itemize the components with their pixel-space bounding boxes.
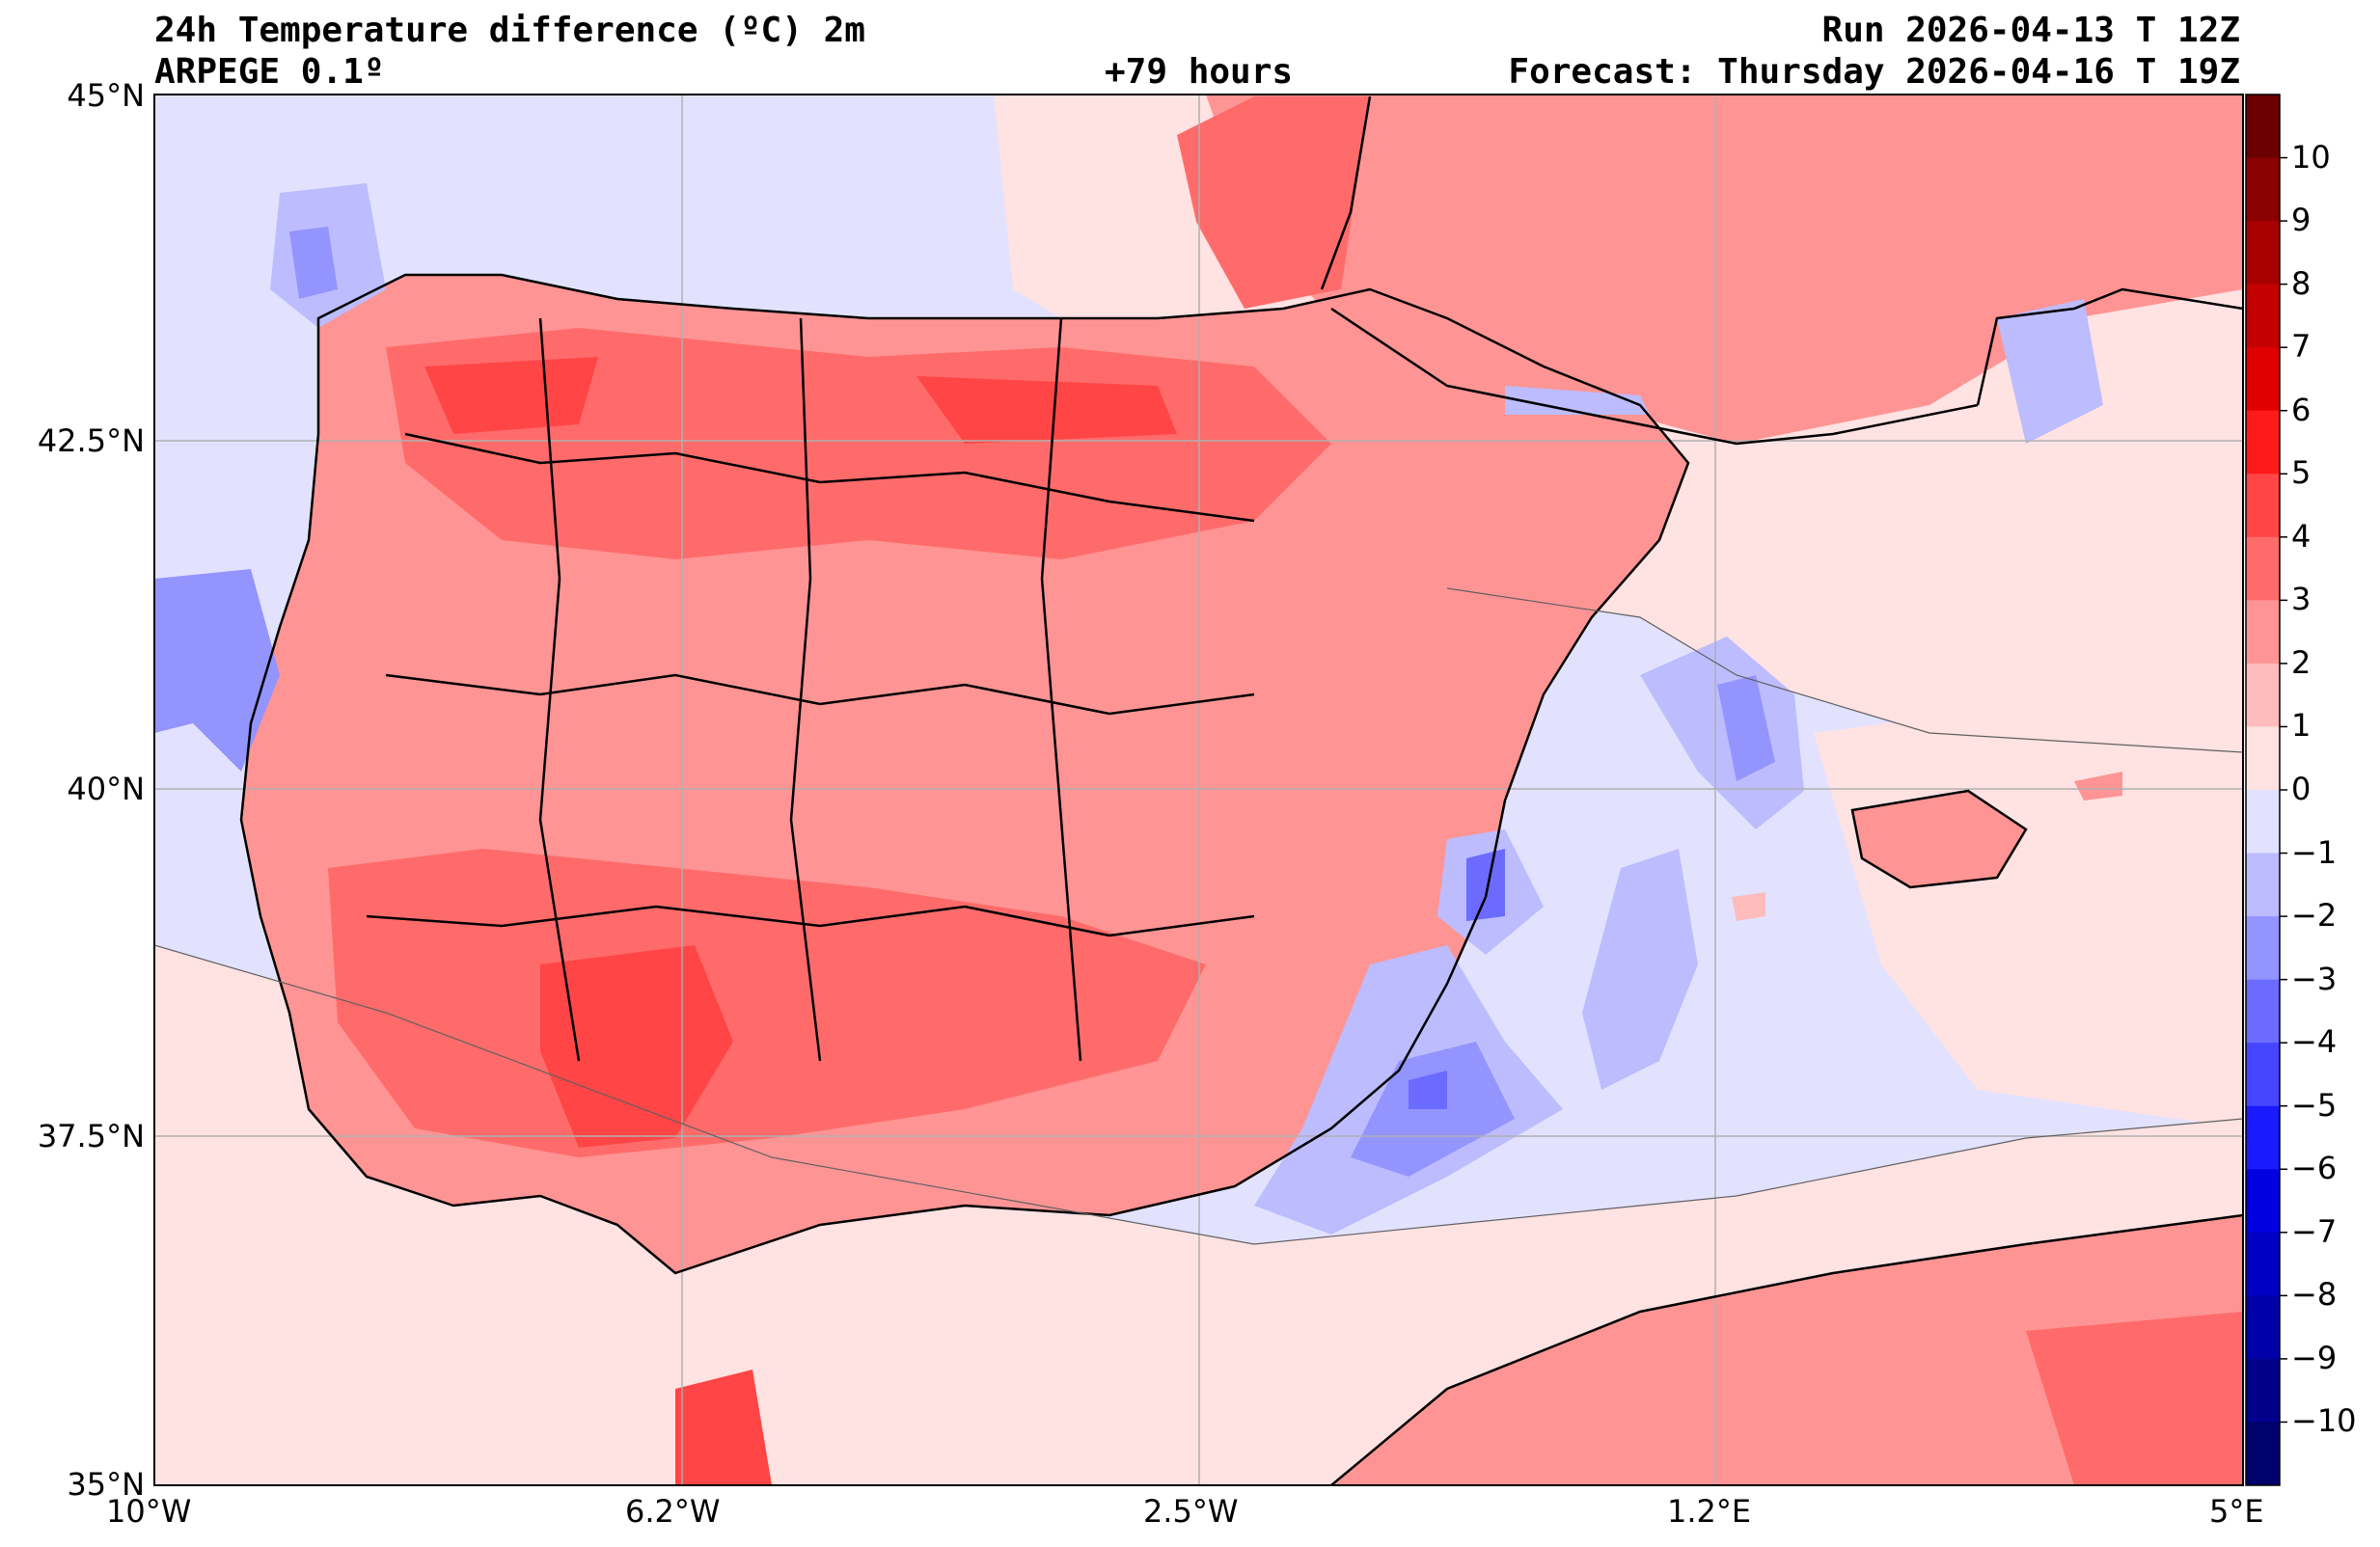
colorbar-swatch [2246, 221, 2280, 285]
colorbar-label: 6 [2291, 391, 2312, 428]
colorbar [2245, 94, 2287, 1486]
colorbar-swatch [2246, 790, 2280, 855]
colorbar-label: 2 [2291, 643, 2312, 681]
colorbar-label: −4 [2291, 1023, 2338, 1061]
lon-label-5e: 5°E [2209, 1493, 2264, 1530]
colorbar-label: −7 [2291, 1212, 2338, 1250]
colorbar-label: 7 [2291, 328, 2312, 366]
colorbar-label: 4 [2291, 517, 2312, 555]
lead-time-label: +79 hours [1105, 52, 1294, 92]
colorbar-label: 9 [2291, 202, 2312, 239]
map-title: 24h Temperature difference (ºC) 2m [154, 11, 865, 50]
lat-label-37-5n: 37.5°N [37, 1118, 145, 1154]
colorbar-label: 1 [2291, 707, 2312, 745]
lat-label-40n: 40°N [67, 771, 145, 807]
lat-label-45n: 45°N [67, 77, 145, 114]
colorbar-label: −8 [2291, 1276, 2338, 1314]
colorbar-swatch [2246, 157, 2280, 222]
colorbar-swatch [2246, 1422, 2280, 1486]
lon-label-6-2w: 6.2°W [625, 1493, 721, 1530]
forecast-label: Forecast: Thursday 2026-04-16 T 19Z [1508, 52, 2240, 92]
colorbar-label: 8 [2291, 264, 2312, 302]
colorbar-swatch [2246, 853, 2280, 917]
africa-warm [1331, 1215, 2243, 1485]
model-label: ARPEGE 0.1º [154, 52, 385, 92]
colorbar-swatch [2246, 916, 2280, 981]
balearic-islands [1852, 791, 2026, 887]
run-label: Run 2026-04-13 T 12Z [1821, 11, 2240, 50]
colorbar-swatch [2246, 347, 2280, 412]
lon-label-10w: 10°W [106, 1493, 192, 1530]
colorbar-swatch [2246, 663, 2280, 727]
colorbar-swatch [2246, 410, 2280, 475]
colorbar-swatch [2246, 474, 2280, 538]
colorbar-swatch [2246, 1105, 2280, 1170]
lon-label-1-2e: 1.2°E [1667, 1493, 1752, 1530]
colorbar-label: 5 [2291, 454, 2312, 492]
colorbar-label: 3 [2291, 581, 2312, 618]
colorbar-label: 0 [2291, 771, 2312, 807]
warm-core-south [328, 849, 1206, 1157]
colorbar-label: −5 [2291, 1086, 2338, 1124]
colorbar-swatch [2246, 1043, 2280, 1107]
lat-label-35n: 35°N [67, 1466, 145, 1503]
colorbar-swatch [2246, 979, 2280, 1044]
map-gridlines [154, 95, 2243, 1485]
colorbar-label: −9 [2291, 1339, 2338, 1376]
colorbar-label: −6 [2291, 1150, 2338, 1187]
colorbar-swatch [2246, 726, 2280, 791]
colorbar-label: 10 [2291, 138, 2331, 176]
france-warm [1206, 95, 2243, 444]
colorbar-label: −3 [2291, 960, 2338, 997]
colorbar-swatch [2246, 1232, 2280, 1296]
cool-atlantic [154, 569, 280, 772]
coastlines-borders [239, 95, 2243, 1485]
map-frame [153, 94, 2244, 1486]
colorbar-swatch [2246, 1358, 2280, 1423]
colorbar-swatch [2246, 284, 2280, 348]
colorbar-swatch [2246, 95, 2280, 159]
colorbar-label: −10 [2291, 1402, 2357, 1440]
lon-label-2-5w: 2.5°W [1143, 1493, 1239, 1530]
lat-label-42-5n: 42.5°N [37, 422, 145, 459]
colorbar-label: −2 [2291, 897, 2338, 935]
colorbar-swatch [2246, 600, 2280, 665]
map-area [154, 95, 2243, 1485]
colorbar-swatch [2246, 536, 2280, 601]
colorbar-swatch [2246, 1295, 2280, 1360]
colorbar-swatch [2246, 1169, 2280, 1234]
colorbar-label: −1 [2291, 833, 2338, 871]
